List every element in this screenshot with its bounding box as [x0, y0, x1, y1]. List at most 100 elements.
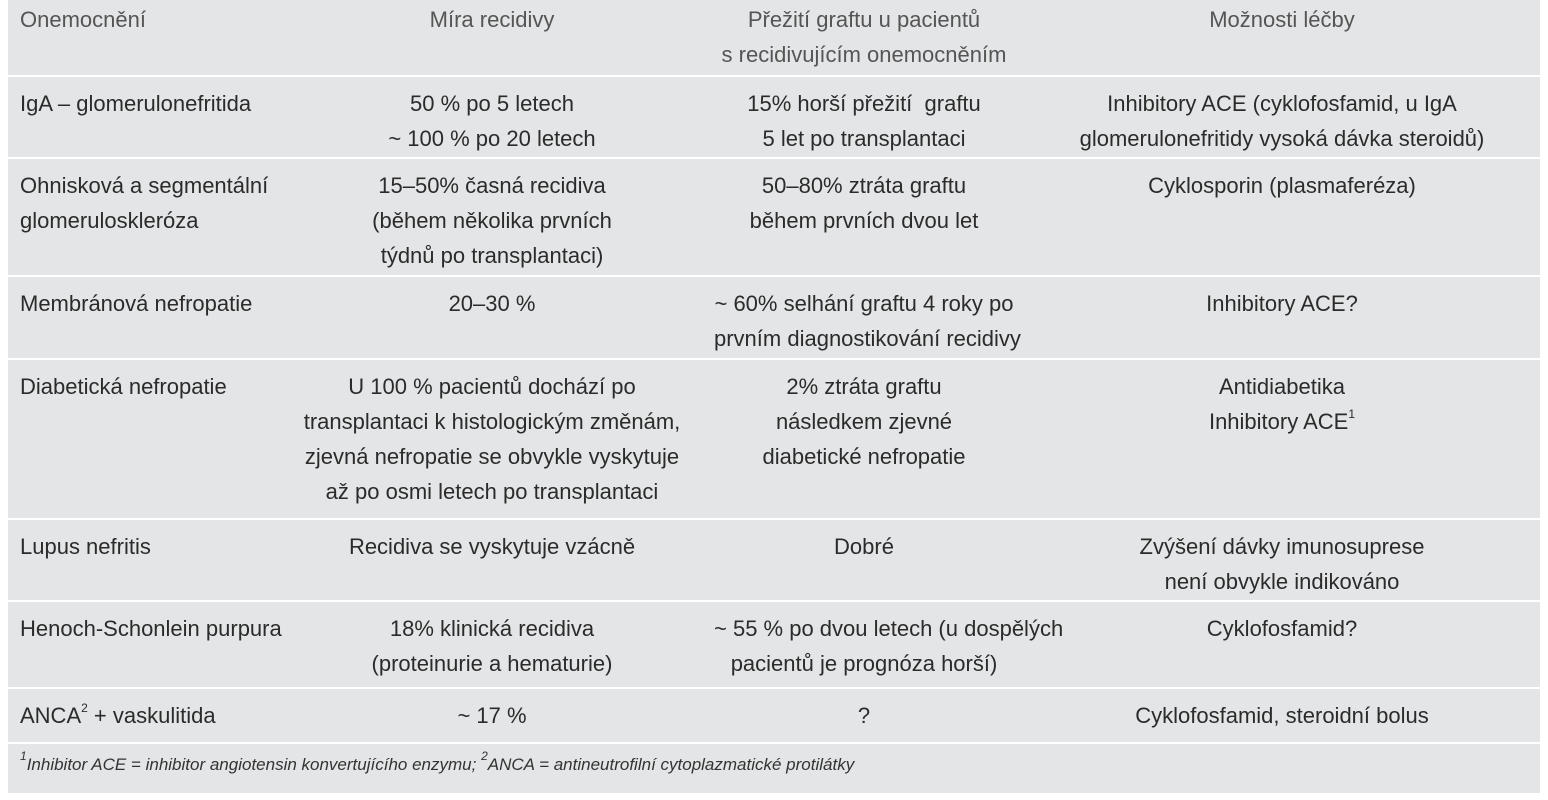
cell-text: Membránová nefropatie [20, 291, 253, 316]
cell-text: Ohnisková a segmentální [20, 173, 269, 198]
footnote-marker: 2 [481, 749, 488, 764]
cell-recurrence-rate: 18% klinická recidiva (proteinurie a hem… [280, 601, 704, 689]
cell-recurrence-rate: Recidiva se vyskytuje vzácně [280, 519, 704, 602]
cell-text: Dobré [834, 534, 894, 559]
cell-text: Cyklofosfamid, steroidní bolus [1135, 703, 1429, 728]
cell-text: glomeruloskleróza [20, 208, 199, 233]
header-recurrence-text: Míra recidivy [429, 7, 555, 32]
footnote-marker: 1 [1348, 406, 1356, 421]
header-graft-text-1: Přežití graftu u pacientů [747, 7, 981, 32]
cell-text: Cyklofosfamid? [1206, 616, 1358, 641]
header-treatment: Možnosti léčby [1024, 0, 1540, 77]
cell-disease: Henoch-Schonlein purpura [8, 601, 282, 689]
cell-treatment: Inhibitory ACE (cyklofosfamid, u IgA glo… [1024, 76, 1540, 159]
cell-text: 20–30 % [448, 291, 536, 316]
comparison-table-container: Onemocnění Míra recidivy Přežití graftu … [8, 0, 1540, 793]
cell-text: ~ 17 % [457, 703, 527, 728]
cell-text: 50–80% ztráta graftu [761, 173, 967, 198]
table-row: Henoch-Schonlein purpura 18% klinická re… [8, 601, 1540, 689]
cell-text: Inhibitory ACE [1208, 409, 1349, 434]
cell-text: IgA – glomerulonefritida [20, 91, 252, 116]
cell-text: (proteinurie a hematurie) [371, 651, 613, 676]
cell-text: Zvýšení dávky imunosuprese [1139, 534, 1425, 559]
cell-text: 15–50% časná recidiva [378, 173, 606, 198]
recurrence-table: Onemocnění Míra recidivy Přežití graftu … [8, 0, 1540, 792]
footnote-text: Inhibitor ACE = inhibitor angiotensin ko… [26, 755, 482, 774]
cell-text: následkem zjevné [775, 409, 953, 434]
table-row: Membránová nefropatie 20–30 % ~ 60% selh… [8, 276, 1540, 360]
cell-text: 5 let po transplantaci [762, 126, 966, 151]
cell-disease: ANCA2 + vaskulitida [8, 688, 280, 744]
footnote-text: ANCA = antineutrofilní cytoplazmatické p… [487, 755, 855, 774]
cell-graft-survival: ? [704, 688, 1024, 744]
cell-disease: Membránová nefropatie [8, 276, 280, 360]
cell-text: glomerulonefritidy vysoká dávka steroidů… [1079, 126, 1485, 151]
cell-text: Inhibitory ACE? [1206, 291, 1358, 316]
header-graft-survival: Přežití graftu u pacientů s recidivující… [704, 0, 1024, 77]
cell-text: Cyklosporin (plasmaferéza) [1148, 173, 1416, 198]
cell-disease: Ohnisková a segmentální glomeruloskleróz… [8, 158, 280, 277]
header-treatment-text: Možnosti léčby [1209, 7, 1355, 32]
cell-graft-survival: 15% horší přežití graftu 5 let po transp… [704, 76, 1024, 159]
cell-text: 18% klinická recidiva [389, 616, 595, 641]
cell-text: ~ 55 % po dvou letech (u dospělých [714, 616, 1064, 641]
cell-text: pacientů je prognóza horší) [730, 651, 998, 676]
footnote-row: 1Inhibitor ACE = inhibitor angiotensin k… [8, 743, 1540, 792]
cell-treatment: Cyklofosfamid? [1024, 601, 1540, 689]
cell-treatment: Antidiabetika Inhibitory ACE1 [1024, 359, 1540, 520]
header-disease: Onemocnění [8, 0, 280, 77]
cell-treatment: Inhibitory ACE? [1024, 276, 1540, 360]
footnote: 1Inhibitor ACE = inhibitor angiotensin k… [8, 743, 1540, 792]
cell-disease: Diabetická nefropatie [8, 359, 280, 520]
header-disease-text: Onemocnění [20, 7, 146, 32]
cell-graft-survival: ~ 60% selhání graftu 4 roky po prvním di… [704, 276, 1024, 360]
table-row: IgA – glomerulonefritida 50 % po 5 letec… [8, 76, 1540, 159]
cell-text: ? [857, 703, 871, 728]
cell-disease: IgA – glomerulonefritida [8, 76, 280, 159]
cell-treatment: Zvýšení dávky imunosuprese není obvykle … [1024, 519, 1540, 602]
cell-text: během prvních dvou let [749, 208, 979, 233]
footnote-marker: 2 [81, 700, 88, 715]
table-header-row: Onemocnění Míra recidivy Přežití graftu … [8, 0, 1540, 77]
cell-recurrence-rate: 15–50% časná recidiva (během několika pr… [280, 158, 704, 277]
cell-text-with-sup: ANCA2 + vaskulitida [20, 698, 270, 733]
cell-text: Antidiabetika [1219, 374, 1345, 399]
cell-text: diabetické nefropatie [762, 444, 966, 469]
cell-text: až po osmi letech po transplantaci [325, 479, 659, 504]
cell-treatment: Cyklosporin (plasmaferéza) [1024, 158, 1540, 277]
cell-treatment: Cyklofosfamid, steroidní bolus [1024, 688, 1540, 744]
cell-recurrence-rate: 20–30 % [280, 276, 704, 360]
cell-graft-survival: 2% ztráta graftu následkem zjevné diabet… [704, 359, 1024, 520]
cell-text: prvním diagnostikování recidivy [714, 326, 1021, 351]
cell-text: ~ 100 % po 20 letech [388, 126, 596, 151]
cell-text: 50 % po 5 letech [410, 91, 574, 116]
cell-recurrence-rate: 50 % po 5 letech ~ 100 % po 20 letech [280, 76, 704, 159]
footnote-marker: 1 [20, 749, 27, 764]
cell-text: Henoch-Schonlein purpura [20, 616, 282, 641]
cell-text: 2% ztráta graftu [786, 374, 942, 399]
cell-disease: Lupus nefritis [8, 519, 280, 602]
header-graft-text-2: s recidivujícím onemocněním [721, 42, 1007, 67]
cell-text-with-sup: Inhibitory ACE1 [1034, 404, 1530, 439]
cell-text: týdnů po transplantaci) [380, 243, 604, 268]
cell-text: 15% horší přežití graftu [747, 91, 981, 116]
table-row: Diabetická nefropatie U 100 % pacientů d… [8, 359, 1540, 520]
cell-text: zjevná nefropatie se obvykle vyskytuje [304, 444, 680, 469]
table-row: Ohnisková a segmentální glomeruloskleróz… [8, 158, 1540, 277]
cell-graft-survival: Dobré [704, 519, 1024, 602]
cell-text: Inhibitory ACE (cyklofosfamid, u IgA [1107, 91, 1457, 116]
cell-text: (během několika prvních [372, 208, 612, 233]
table-row: ANCA2 + vaskulitida ~ 17 % ? Cyklofosfam… [8, 688, 1540, 744]
cell-text: ~ 60% selhání graftu 4 roky po [714, 291, 1014, 316]
cell-text: U 100 % pacientů dochází po [348, 374, 636, 399]
cell-recurrence-rate: ~ 17 % [280, 688, 704, 744]
cell-graft-survival: 50–80% ztráta graftu během prvních dvou … [704, 158, 1024, 277]
cell-text: transplantaci k histologickým změnám, [303, 409, 681, 434]
cell-text: + vaskulitida [87, 703, 216, 728]
cell-text: Recidiva se vyskytuje vzácně [348, 534, 636, 559]
cell-text: není obvykle indikováno [1164, 569, 1400, 594]
table-row: Lupus nefritis Recidiva se vyskytuje vzá… [8, 519, 1540, 602]
cell-graft-survival: ~ 55 % po dvou letech (u dospělých pacie… [704, 601, 1064, 689]
cell-text: ANCA [20, 703, 82, 728]
cell-recurrence-rate: U 100 % pacientů dochází po transplantac… [280, 359, 704, 520]
